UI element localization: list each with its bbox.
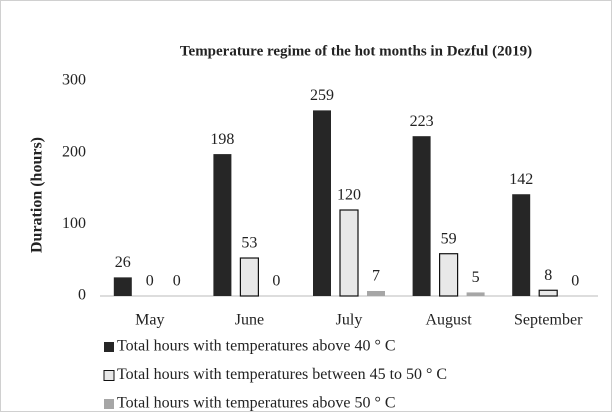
data-label: 26	[115, 254, 131, 271]
data-label: 142	[509, 171, 533, 188]
chart-title: Temperature regime of the hot months in …	[180, 43, 532, 59]
data-label: 8	[544, 267, 552, 284]
x-tick-label: July	[336, 312, 363, 329]
legend-swatch	[103, 370, 115, 381]
data-label: 259	[310, 87, 334, 104]
data-label: 0	[571, 273, 579, 290]
legend-label: Total hours with temperatures between 45…	[117, 366, 447, 383]
bar	[339, 209, 359, 297]
legend-label: Total hours with temperatures above 40 °…	[117, 338, 396, 355]
data-label: 120	[337, 187, 361, 204]
data-label: 198	[210, 131, 234, 148]
data-label: 223	[410, 113, 434, 130]
data-label: 0	[146, 273, 154, 290]
bar	[412, 136, 431, 296]
bar	[313, 110, 331, 296]
data-label: 0	[173, 273, 181, 290]
bar	[367, 290, 385, 296]
data-label: 59	[441, 230, 457, 247]
bar	[113, 277, 132, 296]
bar	[239, 257, 259, 297]
bar	[538, 289, 558, 297]
data-label: 53	[241, 235, 257, 252]
legend-label: Total hours with temperatures above 50 °…	[117, 395, 396, 412]
y-tick-label: 200	[62, 143, 86, 160]
x-tick-label: September	[514, 312, 583, 329]
y-tick-label: 0	[78, 287, 86, 304]
bar	[213, 154, 232, 296]
bar	[466, 292, 485, 296]
legend-swatch	[104, 399, 114, 409]
data-label: 5	[472, 269, 480, 286]
y-tick-label: 300	[62, 72, 86, 89]
bar	[439, 253, 459, 297]
data-label: 0	[272, 273, 280, 290]
bar	[512, 194, 531, 296]
x-tick-label: May	[135, 312, 164, 329]
y-axis-title: Duration (hours)	[29, 137, 46, 253]
data-label: 7	[372, 268, 380, 285]
legend-swatch	[104, 342, 114, 352]
y-tick-label: 100	[62, 215, 86, 232]
x-tick-label: June	[235, 312, 264, 329]
x-tick-label: August	[425, 312, 472, 329]
